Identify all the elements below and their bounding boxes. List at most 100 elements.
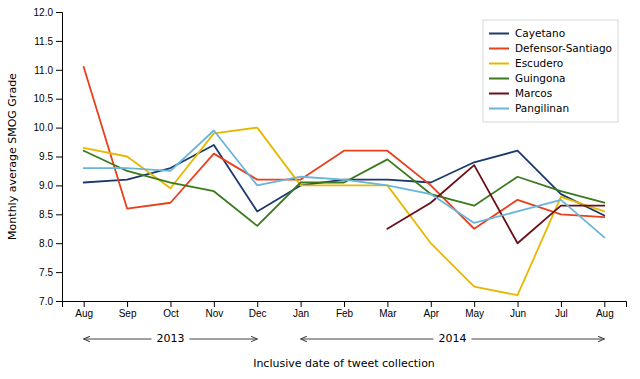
legend-swatch xyxy=(489,48,509,50)
y-tick: 11.0 xyxy=(34,65,62,76)
x-tick-mark xyxy=(431,301,432,307)
y-tick: 12.0 xyxy=(34,7,62,18)
y-tick: 8.5 xyxy=(39,209,62,220)
plot-area: Aug Sep Oct Nov Dec Jan Feb Mar Apr May Jun Jul Aug 7… xyxy=(6,7,627,370)
y-tick-mark xyxy=(56,12,62,13)
legend-item: Guingona xyxy=(489,72,566,84)
y-tick-mark xyxy=(56,41,62,42)
legend-swatch xyxy=(489,108,509,110)
legend-item: Marcos xyxy=(489,87,552,99)
x-tick-mark xyxy=(84,301,85,307)
y-tick: 7.5 xyxy=(39,267,62,278)
x-tick-mark xyxy=(561,301,562,307)
y-tick-label: 11.5 xyxy=(34,36,53,47)
y-tick: 10.5 xyxy=(34,93,62,104)
y-tick-mark xyxy=(56,214,62,215)
lines xyxy=(84,67,605,295)
x-tick-mark xyxy=(170,301,171,307)
annotation-arrow xyxy=(84,339,152,340)
legend-label: Defensor-Santiago xyxy=(515,42,612,54)
legend-label: Escudero xyxy=(515,57,563,69)
x-tick-label: Jun xyxy=(510,308,526,319)
x-tick: Aug xyxy=(75,301,93,319)
legend-swatch xyxy=(489,63,509,65)
y-tick-label: 12.0 xyxy=(34,7,54,18)
y-tick-label: 7.0 xyxy=(39,296,53,307)
x-tick-label: May xyxy=(465,308,484,319)
series-line xyxy=(84,67,605,229)
series-line xyxy=(84,128,605,296)
x-tick-label: Sep xyxy=(119,308,137,319)
x-tick: Jan xyxy=(293,301,309,319)
legend-item: Escudero xyxy=(489,57,563,69)
legend: Cayetano Defensor-Santiago Escudero Guingon… xyxy=(483,20,618,122)
x-tick: Dec xyxy=(249,301,267,319)
legend-label: Cayetano xyxy=(515,27,565,39)
x-axis-title: Inclusive date of tweet collection xyxy=(253,357,435,370)
x-axis-line xyxy=(63,302,627,308)
y-axis: 7.0 7.5 8.0 8.5 9.0 9.5 10.0 10.5 11.0 11.5 12.0 xyxy=(34,7,63,307)
y-tick-label: 10.5 xyxy=(34,93,54,104)
y-tick: 9.5 xyxy=(39,151,62,162)
x-tick: Mar xyxy=(379,301,397,319)
x-tick: Sep xyxy=(119,301,137,319)
y-tick-label: 8.0 xyxy=(39,238,53,249)
y-axis-line xyxy=(56,13,63,302)
x-tick-mark xyxy=(604,301,605,307)
legend-swatch xyxy=(489,33,509,35)
legend-swatch xyxy=(489,78,509,80)
x-tick-label: Jan xyxy=(293,308,309,319)
y-tick-mark xyxy=(56,128,62,129)
x-tick: Jul xyxy=(555,301,568,319)
y-tick-label: 9.5 xyxy=(39,151,53,162)
x-tick: Apr xyxy=(423,301,439,319)
x-tick: May xyxy=(465,301,484,319)
legend-item: Cayetano xyxy=(489,27,565,39)
y-tick: 10.0 xyxy=(34,122,62,133)
annotation-text: 2013 xyxy=(156,332,184,345)
y-axis-title: Monthly average SMOG Grade xyxy=(6,73,19,240)
x-tick: Nov xyxy=(205,301,223,319)
y-tick-label: 7.5 xyxy=(39,267,53,278)
x-axis: Aug Sep Oct Nov Dec Jan Feb Mar Apr May Jun Jul Aug xyxy=(63,301,627,319)
y-tick-label: 11.0 xyxy=(34,65,53,76)
x-tick-label: Dec xyxy=(249,308,267,319)
y-tick-label: 9.0 xyxy=(39,180,53,191)
legend-box xyxy=(483,20,618,122)
x-tick-label: Aug xyxy=(596,308,614,319)
legend-label: Guingona xyxy=(515,72,566,84)
x-tick: Jun xyxy=(510,301,526,319)
y-tick-mark xyxy=(56,243,62,244)
y-tick: 9.0 xyxy=(39,180,62,191)
y-tick-label: 10.0 xyxy=(34,122,54,133)
x-tick-label: Nov xyxy=(205,308,223,319)
x-tick-label: Aug xyxy=(75,308,93,319)
x-tick: Oct xyxy=(163,301,179,319)
y-tick-label: 8.5 xyxy=(39,209,53,220)
x-tick-mark xyxy=(214,301,215,307)
annotation-arrow xyxy=(471,339,604,340)
legend-label: Marcos xyxy=(515,87,552,99)
x-tick-label: Oct xyxy=(163,308,179,319)
x-tick-label: Mar xyxy=(379,308,397,319)
y-tick-mark xyxy=(56,99,62,100)
y-tick: 11.5 xyxy=(34,36,62,47)
series-line xyxy=(387,165,604,243)
y-tick-mark xyxy=(56,301,62,302)
x-tick-mark xyxy=(387,301,388,307)
legend-label: Pangilinan xyxy=(515,102,569,114)
x-tick: Feb xyxy=(336,301,354,319)
x-tick-label: Apr xyxy=(423,308,439,319)
x-tick-mark xyxy=(518,301,519,307)
legend-swatch xyxy=(489,93,509,95)
annotation-arrow xyxy=(189,339,257,340)
y-tick: 7.0 xyxy=(39,296,62,307)
legend-item: Defensor-Santiago xyxy=(489,42,612,54)
series-line xyxy=(84,130,605,237)
x-tick-mark xyxy=(301,301,302,307)
x-tick: Aug xyxy=(596,301,614,319)
y-tick: 8.0 xyxy=(39,238,62,249)
x-tick-mark xyxy=(257,301,258,307)
x-tick-mark xyxy=(127,301,128,307)
y-tick-mark xyxy=(56,157,62,158)
